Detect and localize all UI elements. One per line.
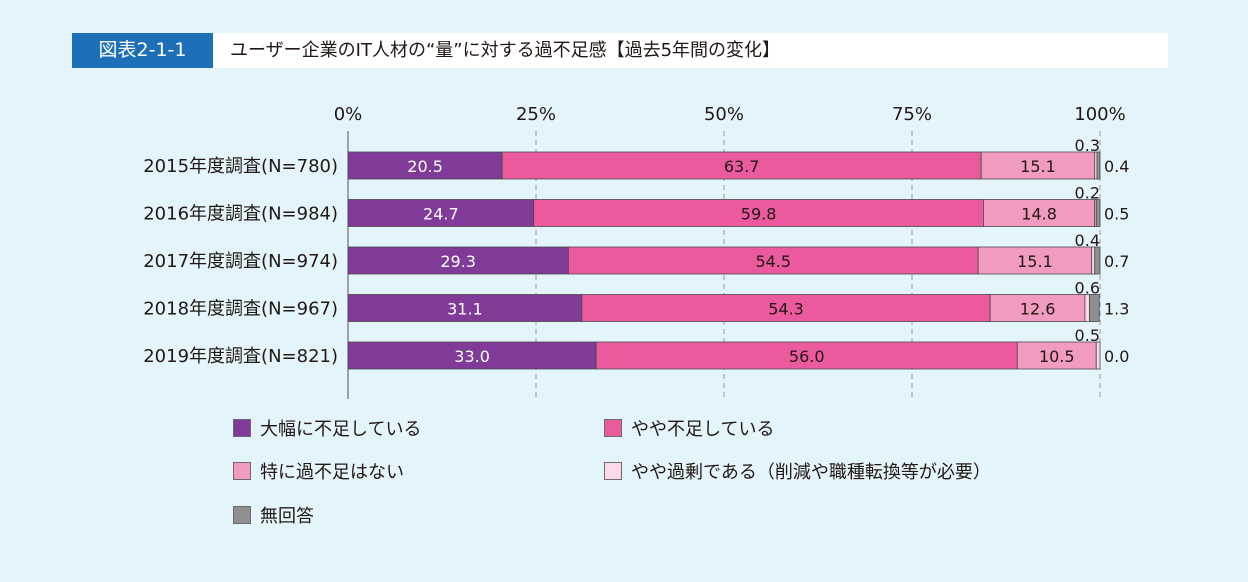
data-label: 20.5: [407, 157, 443, 176]
data-label: 54.3: [768, 300, 804, 319]
data-label: 24.7: [423, 205, 459, 224]
data-label: 1.3: [1104, 300, 1129, 319]
data-label: 56.0: [789, 347, 825, 366]
bar-segment: [1095, 199, 1101, 227]
bar-segment: [1094, 246, 1101, 275]
figure-number-tag: 図表2-1-1: [72, 33, 213, 68]
legend-label: やや不足している: [631, 419, 775, 440]
category-label: 2019年度調査(N=821): [143, 346, 338, 367]
legend-swatch: [233, 506, 251, 524]
x-tick-label: 50%: [704, 104, 744, 125]
category-label: 2018年度調査(N=967): [143, 299, 338, 320]
x-tick-label: 75%: [892, 104, 932, 125]
category-label: 2016年度調査(N=984): [143, 204, 338, 225]
figure-header: 図表2-1-1 ユーザー企業のIT人材の“量”に対する過不足感【過去5年間の変化…: [72, 33, 1168, 68]
data-label: 0.5: [1075, 326, 1100, 345]
data-label: 33.0: [454, 347, 490, 366]
bar-segment: [1096, 151, 1101, 180]
data-label: 0.7: [1104, 252, 1129, 271]
data-label: 0.0: [1104, 347, 1129, 366]
legend-label: やや過剰である（削減や職種転換等が必要）: [631, 462, 991, 483]
data-label: 54.5: [755, 252, 791, 271]
data-label: 14.8: [1021, 205, 1057, 224]
bar-segment: [983, 199, 1096, 227]
bar-segment: [1089, 294, 1100, 322]
data-label: 0.2: [1075, 184, 1100, 203]
category-label: 2015年度調査(N=780): [143, 156, 338, 177]
bar-segment: [347, 341, 597, 370]
bar-segment: [501, 151, 982, 180]
bar-segment: [980, 151, 1096, 180]
data-label: 0.5: [1104, 205, 1129, 224]
legend-swatch: [604, 419, 622, 437]
legend-item: やや不足している: [604, 416, 774, 440]
legend-item: やや過剰である（削減や職種転換等が必要）: [604, 459, 991, 483]
figure-title: ユーザー企業のIT人材の“量”に対する過不足感【過去5年間の変化】: [230, 40, 781, 61]
legend-label: 無回答: [260, 506, 314, 527]
x-tick-label: 25%: [516, 104, 556, 125]
bar-segment: [1095, 341, 1101, 370]
legend-swatch: [604, 462, 622, 480]
legend-item: 大幅に不足している: [233, 416, 421, 440]
stacked-bar-chart: 0% 25% 50% 75% 100% 2015年度調査(N=780) 20.5 63.7 15…: [143, 104, 1129, 399]
data-label: 59.8: [741, 205, 777, 224]
legend-item: 特に過不足はない: [233, 459, 404, 483]
bar-segment: [1084, 294, 1090, 322]
bar-segment: [1016, 341, 1097, 370]
bar-segment: [347, 199, 535, 227]
bar-segment: [347, 151, 503, 180]
bar-segment: [977, 246, 1093, 275]
data-label: 29.3: [440, 252, 476, 271]
data-label: 0.4: [1075, 231, 1100, 250]
legend-swatch: [233, 419, 251, 437]
data-label: 10.5: [1039, 347, 1075, 366]
legend-swatch: [233, 462, 251, 480]
legend-label: 特に過不足はない: [260, 462, 404, 483]
x-tick-label: 100%: [1074, 104, 1125, 125]
category-label: 2017年度調査(N=974): [143, 251, 338, 272]
bar-segment: [533, 199, 984, 227]
data-label: 0.4: [1104, 157, 1129, 176]
x-tick-label: 0%: [334, 104, 363, 125]
data-label: 31.1: [447, 300, 483, 319]
bar-segment: [567, 246, 979, 275]
data-label: 0.6: [1075, 279, 1100, 298]
data-label: 12.6: [1020, 300, 1056, 319]
data-label: 15.1: [1017, 252, 1053, 271]
data-label: 0.3: [1075, 136, 1100, 155]
legend-label: 大幅に不足している: [260, 419, 422, 440]
bar-segment: [1091, 246, 1096, 275]
legend-item: 無回答: [233, 503, 314, 527]
bar-segment: [595, 341, 1018, 370]
bar-segment: [347, 294, 583, 322]
data-label: 15.1: [1020, 157, 1056, 176]
data-label: 63.7: [724, 157, 760, 176]
bar-segment: [989, 294, 1086, 322]
